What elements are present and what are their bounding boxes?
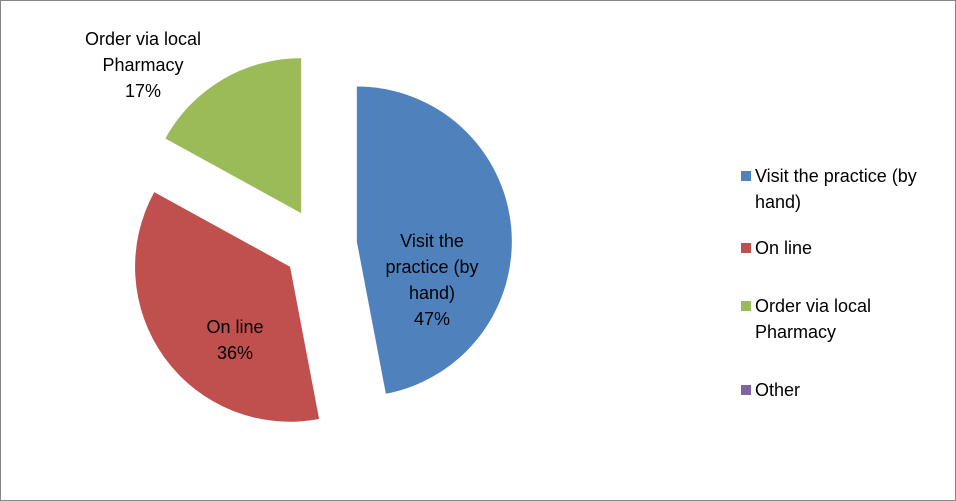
legend-item: Order via local Pharmacy (741, 293, 946, 345)
legend-swatch (741, 243, 751, 253)
data-label-value: 47% (413, 309, 451, 329)
data-label-value: 17% (124, 81, 162, 101)
data-label: Visit the practice (by hand) 47% (375, 228, 490, 332)
data-label-category: Order via local Pharmacy (84, 29, 202, 75)
legend-label: Visit the practice (by hand) (755, 166, 917, 212)
data-label-value: 36% (216, 343, 254, 363)
legend-swatch (741, 301, 751, 311)
legend-label: Order via local Pharmacy (755, 296, 872, 342)
pie-slice (356, 86, 512, 394)
data-label: On line 36% (190, 314, 280, 366)
legend-label: Other (755, 380, 801, 400)
legend: Visit the practice (by hand) On line Order… (741, 163, 946, 403)
legend-swatch (741, 171, 751, 181)
data-label-category: Visit the practice (by hand) (385, 231, 479, 303)
data-label-category: On line (206, 317, 264, 337)
legend-swatch (741, 385, 751, 395)
data-label: Order via local Pharmacy 17% (61, 26, 226, 104)
legend-item: Other (741, 377, 946, 403)
legend-item: Visit the practice (by hand) (741, 163, 946, 215)
legend-label: On line (755, 238, 813, 258)
pie-slice (135, 192, 320, 422)
pie-slice (165, 58, 302, 214)
legend-item: On line (741, 235, 946, 261)
